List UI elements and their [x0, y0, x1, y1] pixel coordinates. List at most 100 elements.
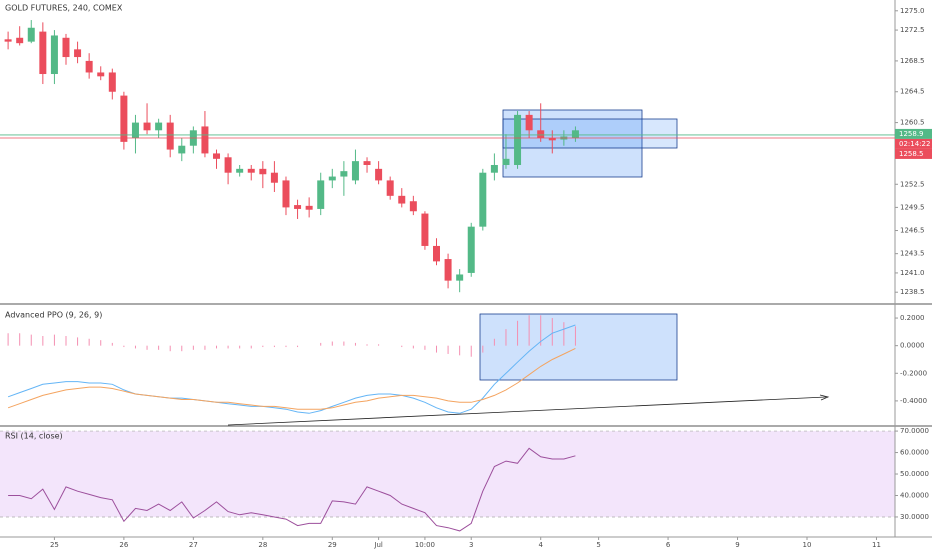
chart-title: GOLD FUTURES, 240, COMEX: [5, 4, 123, 13]
y-tick-label: 1241.0: [900, 269, 925, 277]
price-label-box: [895, 128, 932, 139]
indicator-title: RSI (14, close): [5, 432, 63, 441]
trend-arrow: [819, 394, 830, 401]
x-tick-label: 6: [666, 541, 671, 549]
y-tick-label: 40.0000: [900, 491, 929, 499]
candle-body: [328, 176, 336, 181]
price-label: 1258.9: [899, 130, 924, 138]
y-tick-label: 0.0000: [900, 342, 925, 350]
y-tick-label: 60.0000: [900, 449, 929, 457]
candle-body: [39, 31, 47, 75]
y-tick-label: 50.0000: [900, 470, 929, 478]
candle-body: [131, 122, 139, 139]
candle-body: [467, 226, 475, 273]
y-tick-label: 70.0000: [900, 427, 929, 435]
y-tick-label: 30.0000: [900, 513, 929, 521]
price-label-box: [895, 148, 932, 159]
candle-body: [282, 180, 290, 208]
candle-body: [398, 195, 406, 204]
y-tick-label: 1268.5: [900, 57, 925, 65]
candle-body: [479, 172, 487, 227]
candle-body: [514, 114, 522, 165]
candle-body: [305, 205, 313, 210]
candle-body: [433, 245, 441, 262]
indicator-title: Advanced PPO (9, 26, 9): [5, 311, 102, 320]
x-tick-label: 5: [596, 541, 600, 549]
candle-body: [97, 72, 105, 77]
y-tick-label: 1246.5: [900, 227, 925, 235]
candle-body: [270, 172, 278, 183]
candle-body: [409, 201, 417, 212]
candle-body: [386, 180, 394, 196]
candle-body: [27, 27, 35, 42]
candle-body: [525, 114, 533, 131]
y-tick-label: 1260.5: [900, 119, 925, 127]
y-tick-label: 1264.5: [900, 88, 925, 96]
candle-body: [155, 122, 163, 131]
rsi-band: [0, 431, 895, 517]
indicator-line: [8, 447, 576, 532]
pane-backgrounds: [0, 431, 895, 517]
countdown: 02:14:22: [899, 140, 930, 148]
drawn-rectangle: [479, 313, 678, 381]
candle-body: [213, 153, 221, 159]
x-tick-label: 29: [328, 541, 337, 549]
candle-body: [74, 49, 82, 58]
x-tick-label: 28: [258, 541, 267, 549]
candle-body: [571, 130, 579, 139]
candle-body: [236, 168, 244, 173]
candle-body: [375, 168, 383, 181]
candle-body: [4, 39, 12, 42]
x-tick-label: 26: [119, 541, 128, 549]
x-tick-label: 3: [469, 541, 473, 549]
candle-body: [85, 60, 93, 73]
candle-body: [456, 274, 464, 281]
y-tick-label: -0.4000: [900, 397, 927, 405]
candle-body: [502, 158, 510, 165]
candle-body: [178, 145, 186, 154]
candle-body: [166, 122, 174, 150]
candle-body: [340, 171, 348, 177]
candle-body: [120, 95, 128, 142]
candle-body: [294, 205, 302, 209]
candle-body: [201, 126, 209, 154]
x-tick-label: 27: [189, 541, 198, 549]
candle-body: [317, 180, 325, 209]
y-tick-label: 1252.5: [900, 180, 925, 188]
candle-body: [444, 259, 452, 281]
x-tick-label: 10:00: [415, 541, 435, 549]
candle-body: [548, 138, 556, 141]
candle-body: [351, 161, 359, 181]
x-tick-label: 4: [538, 541, 543, 549]
y-tick-label: 1243.5: [900, 250, 925, 258]
candle-body: [490, 164, 498, 173]
candle-body: [62, 37, 70, 58]
y-tick-label: 0.2000: [900, 314, 925, 322]
candle-body: [259, 168, 267, 175]
candle-body: [143, 122, 151, 131]
y-tick-label: 1249.5: [900, 203, 925, 211]
y-tick-label: -0.2000: [900, 369, 927, 377]
countdown-box: [895, 138, 932, 149]
candle-body: [421, 213, 429, 246]
y-tick-label: 1238.5: [900, 288, 925, 296]
candle-body: [537, 130, 545, 139]
trend-line: [227, 396, 827, 426]
candle-body: [363, 161, 371, 165]
drawn-rectangle: [502, 118, 678, 149]
x-tick-label: Jul: [373, 541, 383, 549]
indicator-line: [7, 347, 576, 410]
price-label: 1258.5: [899, 150, 924, 158]
y-tick-label: 1275.0: [900, 7, 925, 15]
candle-body: [16, 37, 24, 44]
x-tick-label: 25: [50, 541, 59, 549]
candle-body: [108, 72, 116, 92]
candle-body: [50, 35, 58, 75]
x-tick-label: 11: [872, 541, 881, 549]
y-tick-label: 1272.5: [900, 26, 925, 34]
candle-body: [224, 157, 232, 173]
candle-body: [247, 168, 255, 173]
x-tick-label: 9: [735, 541, 739, 549]
x-tick-label: 10: [803, 541, 812, 549]
